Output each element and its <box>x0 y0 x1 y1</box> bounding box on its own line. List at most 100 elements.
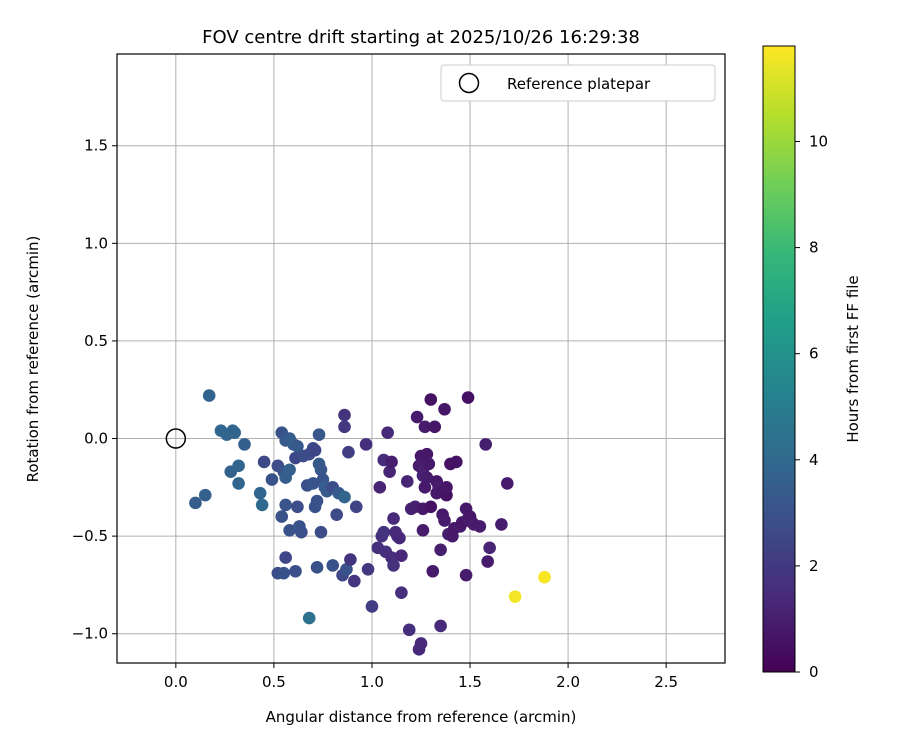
data-point <box>473 520 487 533</box>
data-point <box>424 500 438 514</box>
data-point <box>495 518 508 531</box>
data-point <box>257 455 271 469</box>
data-point <box>283 463 296 477</box>
data-point <box>291 500 304 514</box>
data-point <box>306 477 320 490</box>
data-point <box>340 563 353 576</box>
data-point <box>438 514 451 527</box>
data-point <box>428 420 442 434</box>
data-point <box>189 496 202 510</box>
data-point <box>414 637 428 650</box>
data-point <box>426 564 440 578</box>
data-point <box>283 523 296 537</box>
data-point <box>377 525 391 539</box>
data-point <box>387 559 400 572</box>
data-point <box>279 498 292 512</box>
data-point <box>461 391 475 404</box>
data-point <box>349 500 363 514</box>
data-point <box>434 543 447 557</box>
data-point <box>418 420 432 434</box>
y-axis-label: Rotation from reference (arcmin) <box>24 236 42 483</box>
x-axis-ticks: 0.0 0.5 1.0 1.5 2.0 2.5 <box>164 663 678 691</box>
data-point <box>440 481 453 494</box>
data-point <box>508 590 522 603</box>
data-point <box>422 457 436 471</box>
data-point <box>232 459 245 473</box>
data-point <box>420 471 434 484</box>
data-point <box>253 486 267 500</box>
y-tick-label: 0.0 <box>84 430 108 448</box>
data-point <box>365 600 379 613</box>
data-point <box>416 523 430 537</box>
x-tick-label: 2.5 <box>654 673 678 691</box>
data-point <box>338 408 351 422</box>
data-points <box>165 389 551 656</box>
colorbar-gradient <box>762 45 796 673</box>
y-tick-label: −0.5 <box>72 527 108 545</box>
y-tick-label: 1.0 <box>84 234 108 252</box>
data-point <box>312 428 326 441</box>
colorbar-tick-label: 2 <box>809 557 819 575</box>
data-point <box>277 566 291 580</box>
data-point <box>344 553 357 566</box>
data-point <box>255 498 269 512</box>
data-point <box>326 559 340 572</box>
data-point <box>295 525 308 539</box>
data-point <box>348 574 361 588</box>
colorbar-tick-label: 0 <box>809 663 819 681</box>
colorbar-tick-label: 6 <box>809 345 819 363</box>
legend-reference-marker <box>458 72 480 94</box>
chart-title: FOV centre drift starting at 2025/10/26 … <box>202 27 640 48</box>
x-tick-label: 0.5 <box>262 673 286 691</box>
data-point <box>500 477 514 490</box>
data-point <box>450 455 463 469</box>
data-point <box>265 473 279 486</box>
x-tick-label: 1.5 <box>458 673 482 691</box>
data-point <box>438 402 451 416</box>
data-point <box>481 555 494 568</box>
colorbar-tick-label: 8 <box>809 239 819 257</box>
data-point <box>342 445 355 459</box>
data-point <box>479 438 493 451</box>
x-axis-label: Angular distance from reference (arcmin) <box>266 708 577 726</box>
data-point <box>395 549 408 562</box>
y-axis-ticks: −1.0 −0.5 0.0 0.5 1.0 1.5 <box>72 137 117 643</box>
data-point <box>314 525 328 539</box>
data-point <box>434 619 447 633</box>
colorbar-tick-label: 10 <box>809 132 828 150</box>
data-point <box>302 611 316 625</box>
data-point <box>395 586 408 600</box>
data-point <box>198 488 212 502</box>
data-point <box>400 475 414 488</box>
data-point <box>361 563 375 576</box>
colorbar: 0 2 4 6 8 10 Hours from first FF file <box>762 45 862 681</box>
data-point <box>402 623 416 637</box>
data-point <box>202 389 216 402</box>
y-tick-label: 1.5 <box>84 137 108 155</box>
reference-platepar-marker <box>165 428 187 449</box>
data-point <box>420 447 434 461</box>
x-tick-label: 0.0 <box>164 673 188 691</box>
data-point <box>385 455 398 469</box>
data-point <box>228 426 241 439</box>
data-point <box>291 440 304 453</box>
colorbar-tick-label: 4 <box>809 451 819 469</box>
data-point <box>310 494 324 508</box>
data-point <box>338 490 351 504</box>
data-point <box>410 410 424 424</box>
data-point <box>381 426 394 439</box>
data-point <box>289 564 302 578</box>
data-point <box>279 551 292 564</box>
data-point <box>383 465 396 479</box>
data-point <box>483 541 496 555</box>
data-point <box>314 463 328 477</box>
y-tick-label: −1.0 <box>72 625 108 643</box>
data-point <box>459 568 473 582</box>
data-point <box>387 512 400 525</box>
data-point <box>275 510 289 523</box>
legend: Reference platepar <box>440 64 716 102</box>
data-point <box>538 570 551 584</box>
data-point <box>373 481 387 494</box>
data-point <box>393 531 406 545</box>
